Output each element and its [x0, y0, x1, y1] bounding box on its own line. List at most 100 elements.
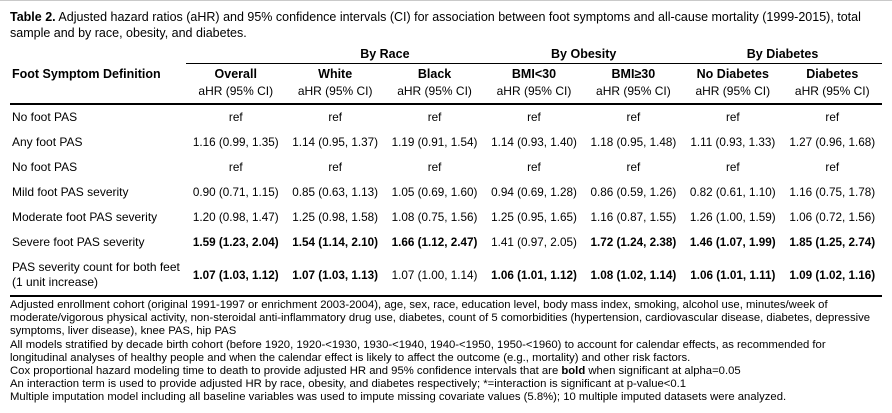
value-cell: 1.18 (0.95, 1.48): [590, 136, 677, 149]
footnote-line-1: Adjusted enrollment cohort (original 199…: [10, 299, 882, 339]
subheader-cell-white: aHR (95% CI): [285, 82, 385, 105]
table-row-pas-severity-count-for-both-feet-1-unit-increase-6: PAS severity count for both feet (1 unit…: [10, 255, 882, 297]
table-caption: Table 2. Adjusted hazard ratios (aHR) an…: [0, 1, 892, 41]
value-cell: 1.06 (0.72, 1.56): [789, 211, 876, 224]
subheader-cell-no-diabetes: aHR (95% CI): [683, 82, 783, 105]
subheader-cell-overall: aHR (95% CI): [186, 82, 286, 105]
value-cell: ref: [626, 161, 641, 174]
table-row-severe-foot-pas-severity-5: Severe foot PAS severity 1.59 (1.23, 2.04…: [10, 230, 882, 255]
hazard-ratio-table: Foot Symptom Definition By Race By Obesi…: [10, 46, 882, 297]
value-cell: 1.27 (0.96, 1.68): [789, 136, 876, 149]
value-cell: 1.11 (0.93, 1.33): [690, 136, 776, 149]
value-cell: 0.85 (0.63, 1.13): [292, 186, 379, 199]
value-cell: 1.72 (1.24, 2.38): [590, 236, 677, 249]
value-cell: 1.66 (1.12, 2.47): [391, 236, 478, 249]
group-spacer-overall: [186, 46, 286, 64]
value-cell: ref: [228, 111, 243, 124]
value-cell: ref: [527, 161, 541, 174]
value-cell: 1.07 (1.03, 1.12): [186, 255, 286, 297]
value-cell: 0.86 (0.59, 1.26): [590, 186, 677, 199]
table-body: No foot PAS ref ref ref ref ref ref ref Any foot…: [10, 104, 882, 297]
footnote-segment: Cox proportional hazard modeling time to…: [10, 365, 562, 378]
value-cell: ref: [427, 111, 442, 124]
footnote-line-4: An interaction term is used to provide a…: [10, 378, 882, 391]
value-cell: 1.16 (0.99, 1.35): [192, 136, 279, 149]
value-cell: 1.59 (1.23, 2.04): [192, 236, 279, 249]
value-cell: ref: [825, 111, 840, 124]
value-cell: 1.54 (1.14, 2.10): [292, 236, 379, 249]
column-header-bmi-30: BMI≥30: [611, 67, 656, 81]
table-row-moderate-foot-pas-severity-4: Moderate foot PAS severity 1.20 (0.98, 1.…: [10, 205, 882, 230]
column-header-overall: Overall: [214, 67, 257, 81]
value-cell: ref: [328, 161, 342, 174]
row-label: Any foot PAS: [12, 135, 83, 149]
value-cell: ref: [725, 111, 740, 124]
value-cell: 1.09 (1.02, 1.16): [782, 255, 882, 297]
footnote-line-3: Cox proportional hazard modeling time to…: [10, 365, 882, 378]
row-label: Mild foot PAS severity: [12, 185, 129, 199]
value-cell: 1.06 (1.01, 1.12): [484, 255, 584, 297]
table-header: Foot Symptom Definition By Race By Obesi…: [10, 46, 882, 105]
subheader-cell-black: aHR (95% CI): [384, 82, 485, 105]
value-cell: 1.41 (0.97, 2.05): [491, 236, 577, 249]
table-row-any-foot-pas-1: Any foot PAS 1.16 (0.99, 1.35) 1.14 (0.95,…: [10, 130, 882, 155]
value-cell: 1.46 (1.07, 1.99): [689, 236, 776, 249]
footnote-segment: An interaction term is used to provide a…: [10, 378, 687, 391]
value-cell: 1.16 (0.87, 1.55): [590, 211, 677, 224]
value-cell: 0.82 (0.61, 1.10): [689, 186, 776, 199]
value-cell: 1.07 (1.00, 1.14): [384, 255, 485, 297]
value-cell: 0.90 (0.71, 1.15): [192, 186, 279, 199]
value-cell: 1.26 (1.00, 1.59): [689, 211, 776, 224]
value-cell: 1.19 (0.91, 1.54): [391, 136, 478, 149]
value-cell: ref: [328, 111, 342, 124]
value-cell: 1.05 (0.69, 1.60): [391, 186, 478, 199]
group-header-by-diabetes: By Diabetes: [683, 46, 882, 64]
subheader-row: aHR (95% CI) aHR (95% CI) aHR (95% CI) aHR …: [10, 82, 882, 105]
value-cell: 1.14 (0.93, 1.40): [491, 136, 577, 149]
value-cell: 1.08 (0.75, 1.56): [391, 211, 478, 224]
footnote-line-2: All models stratified by decade birth co…: [10, 339, 882, 365]
group-header-by-race: By Race: [285, 46, 485, 64]
row-label: PAS severity count for both feet (1 unit…: [10, 255, 187, 297]
value-cell: 1.14 (0.95, 1.37): [292, 136, 379, 149]
footnote-segment: Adjusted enrollment cohort (original 199…: [10, 299, 871, 338]
column-header-white: White: [318, 67, 353, 81]
column-header-black: Black: [417, 67, 452, 81]
footnote-line-5: Multiple imputation model including all …: [10, 391, 882, 404]
value-cell: 1.25 (0.95, 1.65): [491, 211, 577, 224]
value-cell: 1.85 (1.25, 2.74): [789, 236, 876, 249]
subheader-cell-bmi-30: aHR (95% CI): [583, 82, 684, 105]
row-label: Severe foot PAS severity: [12, 235, 145, 249]
footnote-segment: bold: [561, 365, 586, 378]
value-cell: 1.08 (1.02, 1.14): [583, 255, 684, 297]
table-caption-label: Table 2.: [10, 10, 56, 24]
value-cell: ref: [527, 111, 541, 124]
value-cell: 1.25 (0.98, 1.58): [292, 211, 379, 224]
value-cell: 0.94 (0.69, 1.28): [491, 186, 577, 199]
table-row-mild-foot-pas-severity-3: Mild foot PAS severity 0.90 (0.71, 1.15) 0…: [10, 180, 882, 205]
footnote-segment: when significant at alpha=0.05: [585, 365, 741, 378]
value-cell: ref: [427, 161, 442, 174]
column-header-no-diabetes: No Diabetes: [696, 67, 769, 81]
table-row-no-foot-pas-2: No foot PAS ref ref ref ref ref ref ref: [10, 155, 882, 180]
subheader-cell-bmi-30: aHR (95% CI): [484, 82, 584, 105]
footnote-segment: All models stratified by decade birth co…: [10, 338, 826, 364]
footnote-segment: Multiple imputation model including all …: [10, 391, 787, 404]
value-cell: ref: [228, 161, 243, 174]
row-label: No foot PAS: [12, 110, 78, 124]
row-label: No foot PAS: [12, 160, 78, 174]
value-cell: ref: [825, 161, 840, 174]
group-header-row: Foot Symptom Definition By Race By Obesi…: [10, 46, 882, 105]
row-label: Moderate foot PAS severity: [12, 210, 158, 224]
value-cell: ref: [725, 161, 740, 174]
column-header-diabetes: Diabetes: [806, 67, 859, 81]
table-caption-text: Adjusted hazard ratios (aHR) and 95% con…: [10, 10, 861, 40]
table-row-no-foot-pas-0: No foot PAS ref ref ref ref ref ref ref: [10, 104, 882, 130]
value-cell: ref: [626, 111, 641, 124]
value-cell: 1.20 (0.98, 1.47): [192, 211, 279, 224]
table-footnotes: Adjusted enrollment cohort (original 199…: [10, 299, 882, 405]
value-cell: 1.07 (1.03, 1.13): [285, 255, 385, 297]
value-cell: 1.06 (1.01, 1.11): [683, 255, 783, 297]
column-header-row: Overall White Black BMI<30 BMI≥30 No Diabetes…: [10, 64, 882, 83]
